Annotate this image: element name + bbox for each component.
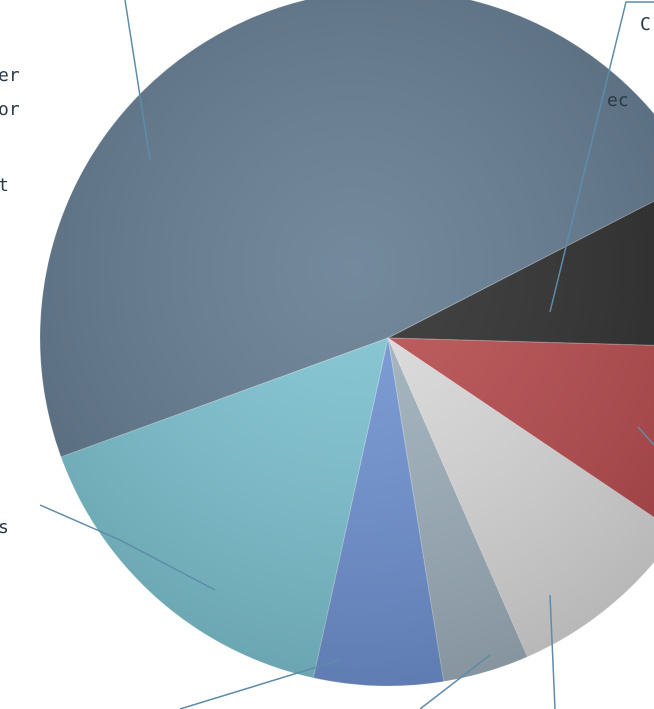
annotations: er or t s C ec bbox=[0, 14, 651, 538]
leader-line bbox=[124, 0, 151, 161]
annotation: C bbox=[640, 14, 651, 35]
leader-line bbox=[637, 426, 654, 446]
pie bbox=[39, 0, 654, 687]
annotation: s bbox=[0, 517, 9, 538]
leader-line bbox=[179, 659, 341, 709]
leader-line bbox=[419, 654, 491, 709]
leader-line bbox=[549, 594, 556, 709]
annotation: ec bbox=[607, 90, 629, 111]
leader-line bbox=[39, 504, 216, 591]
leader-lines bbox=[39, 0, 654, 709]
annotation: t bbox=[0, 175, 9, 196]
annotation: or bbox=[0, 99, 20, 120]
leader-line bbox=[549, 1, 654, 313]
annotation: er bbox=[0, 65, 20, 86]
